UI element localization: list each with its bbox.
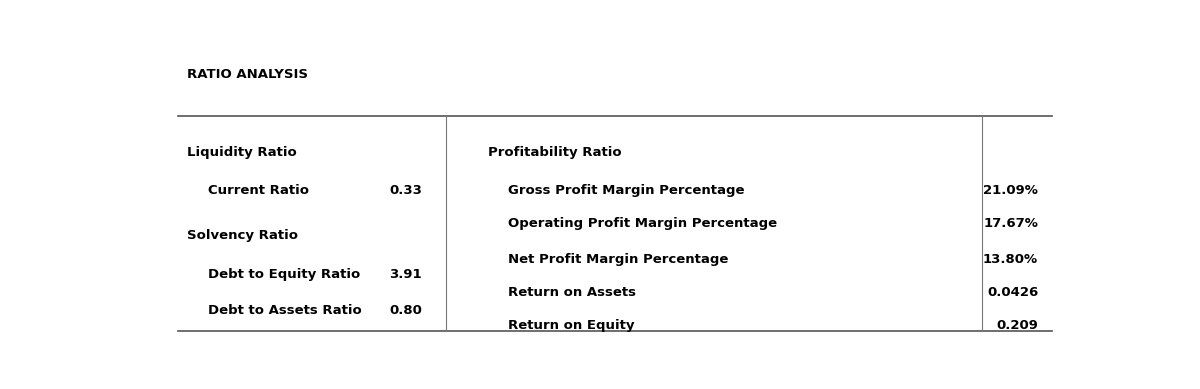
Text: 0.209: 0.209 [996,319,1038,332]
Text: Gross Profit Margin Percentage: Gross Profit Margin Percentage [508,184,744,198]
Text: 0.33: 0.33 [389,184,422,198]
Text: Return on Assets: Return on Assets [508,286,636,299]
Text: Liquidity Ratio: Liquidity Ratio [187,145,296,159]
Text: RATIO ANALYSIS: RATIO ANALYSIS [187,68,308,81]
Text: Operating Profit Margin Percentage: Operating Profit Margin Percentage [508,217,778,230]
Text: Debt to Assets Ratio: Debt to Assets Ratio [208,304,361,317]
Text: Debt to Equity Ratio: Debt to Equity Ratio [208,268,360,281]
Text: Net Profit Margin Percentage: Net Profit Margin Percentage [508,253,728,266]
Text: Profitability Ratio: Profitability Ratio [487,145,622,159]
Text: 3.91: 3.91 [390,268,422,281]
Text: 0.80: 0.80 [389,304,422,317]
Text: 13.80%: 13.80% [983,253,1038,266]
Text: 21.09%: 21.09% [983,184,1038,198]
Text: Return on Equity: Return on Equity [508,319,635,332]
Text: 17.67%: 17.67% [983,217,1038,230]
Text: 0.0426: 0.0426 [986,286,1038,299]
Text: Current Ratio: Current Ratio [208,184,308,198]
Text: Solvency Ratio: Solvency Ratio [187,230,298,242]
